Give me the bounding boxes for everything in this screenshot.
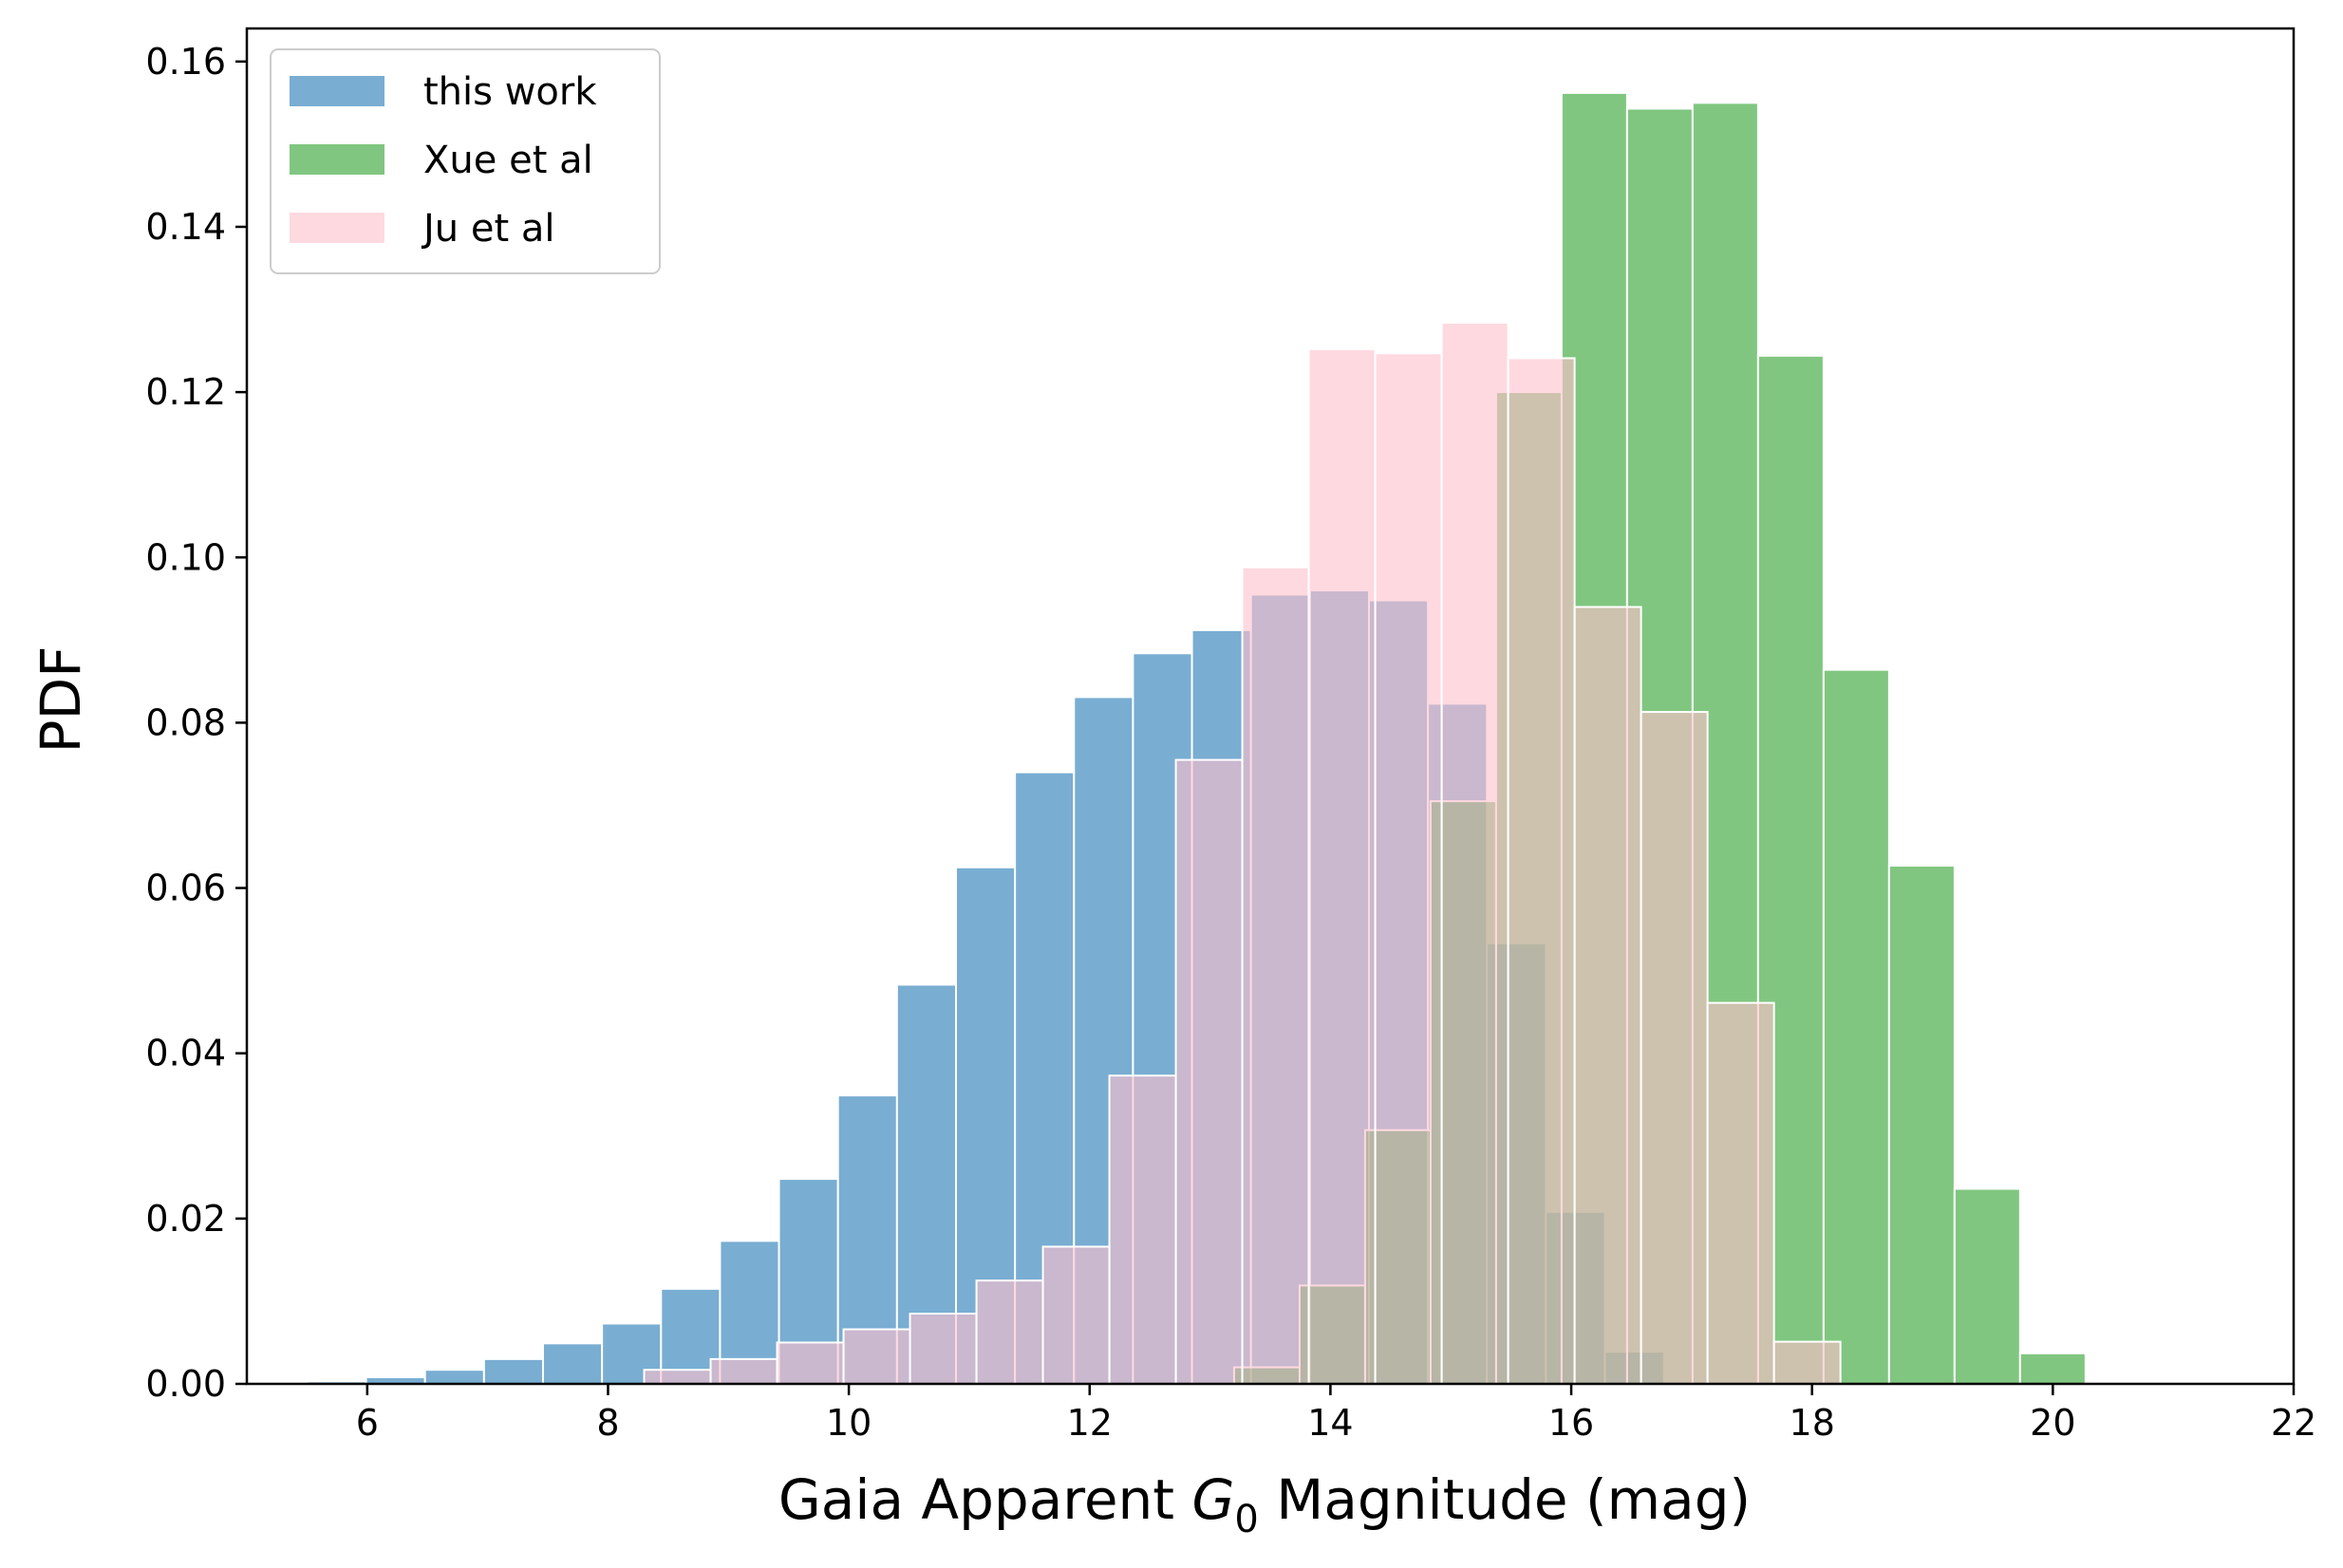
bar-ju-et-al bbox=[1640, 711, 1709, 1385]
bar-ju-et-al bbox=[643, 1369, 712, 1385]
bar-xue-et-al bbox=[1953, 1187, 2021, 1385]
bar-ju-et-al bbox=[1573, 606, 1642, 1385]
legend-swatch-ju-et-al bbox=[290, 213, 384, 243]
x-tick-label: 22 bbox=[2271, 1402, 2316, 1444]
bar-ju-et-al bbox=[1440, 321, 1509, 1386]
bar-ju-et-al bbox=[1706, 1001, 1775, 1385]
legend-label-xue-et-al: Xue et al bbox=[423, 139, 593, 182]
y-tick-label: 0.14 bbox=[145, 206, 226, 248]
x-axis-ticks: 6 8 10 12 14 16 18 20 22 bbox=[356, 1384, 2316, 1444]
bar-this-work bbox=[423, 1369, 485, 1385]
histogram-bars bbox=[306, 91, 2087, 1386]
plot-frame bbox=[245, 27, 2296, 1386]
bar-ju-et-al bbox=[1772, 1340, 1842, 1385]
bar-ju-et-al bbox=[1507, 357, 1576, 1385]
x-tick-label: 12 bbox=[1067, 1402, 1113, 1444]
bar-this-work bbox=[541, 1342, 604, 1385]
y-tick-label: 0.12 bbox=[145, 371, 226, 413]
bar-ju-et-al bbox=[1374, 352, 1443, 1386]
bar-xue-et-al bbox=[2018, 1352, 2087, 1386]
y-tick-label: 0.02 bbox=[145, 1198, 226, 1240]
legend-swatch-xue-et-al bbox=[290, 144, 384, 175]
legend-label-ju-et-al: Ju et al bbox=[421, 207, 555, 251]
bar-ju-et-al bbox=[909, 1312, 978, 1385]
bar-ju-et-al bbox=[975, 1279, 1044, 1386]
y-tick-label: 0.04 bbox=[145, 1033, 226, 1074]
y-axis-label: PDF bbox=[28, 646, 93, 754]
x-tick-label: 14 bbox=[1307, 1402, 1353, 1444]
bar-xue-et-al bbox=[1887, 865, 1956, 1385]
bar-ju-et-al bbox=[1241, 566, 1310, 1385]
x-tick-label: 10 bbox=[826, 1402, 872, 1444]
y-axis-ticks: 0.00 0.02 0.04 0.06 0.08 0.10 0.12 0.14 0.16 bbox=[145, 41, 247, 1405]
bar-ju-et-al bbox=[709, 1357, 778, 1386]
x-tick-label: 20 bbox=[2030, 1402, 2075, 1444]
bar-this-work bbox=[482, 1357, 544, 1386]
bar-ju-et-al bbox=[1041, 1245, 1111, 1385]
y-tick-label: 0.00 bbox=[145, 1363, 226, 1405]
y-tick-label: 0.16 bbox=[145, 41, 226, 83]
x-tick-label: 8 bbox=[596, 1402, 619, 1444]
bar-ju-et-al bbox=[1307, 347, 1377, 1386]
bar-ju-et-al bbox=[842, 1328, 911, 1386]
series-ju-et-al bbox=[643, 321, 1842, 1386]
x-tick-label: 6 bbox=[356, 1402, 379, 1444]
x-tick-label: 16 bbox=[1548, 1402, 1594, 1444]
legend: this work Xue et al Ju et al bbox=[270, 48, 661, 274]
bar-xue-et-al bbox=[1822, 668, 1890, 1385]
bar-ju-et-al bbox=[1174, 758, 1244, 1385]
x-axis-label: Gaia Apparent G0 Magnitude (mag) bbox=[778, 1467, 1751, 1541]
bar-ju-et-al bbox=[1108, 1074, 1177, 1385]
y-tick-label: 0.06 bbox=[145, 868, 226, 909]
x-tick-label: 18 bbox=[1790, 1402, 1835, 1444]
y-tick-label: 0.10 bbox=[145, 536, 226, 578]
legend-swatch-this-work bbox=[290, 76, 384, 106]
bar-ju-et-al bbox=[776, 1341, 845, 1385]
y-tick-label: 0.08 bbox=[145, 701, 226, 743]
legend-label-this-work: this work bbox=[423, 70, 597, 114]
